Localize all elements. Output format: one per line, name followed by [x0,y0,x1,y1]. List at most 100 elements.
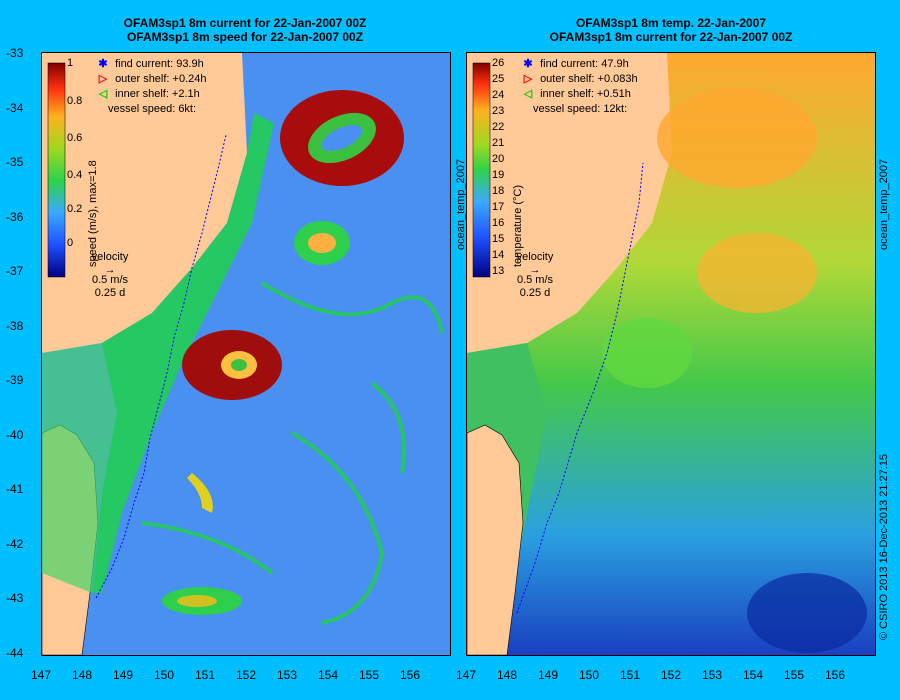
colorbar-tick: 0.8 [67,95,83,107]
legend-outer-shelf: outer shelf: +0.24h [115,73,207,85]
legend-vessel-speed: vessel speed: 12kt: [533,103,628,115]
temperature-map-panel[interactable]: 26 25 24 23 22 21 20 19 18 17 16 15 14 1… [466,52,876,656]
x-tick: 148 [71,668,93,682]
x-tick: 155 [783,668,805,682]
temperature-colorbar [472,62,491,278]
y-tick: -43 [6,591,24,605]
colorbar-tick: 18 [492,185,505,197]
colorbar-tick: 26 [492,57,505,69]
legend-find-current: find current: 47.9h [540,58,629,70]
bass-strait-current [42,343,117,593]
velocity-duration: 0.25 d [519,287,551,299]
colorbar-tick: 24 [492,89,505,101]
x-tick: 149 [112,668,134,682]
y-tick: -40 [6,428,24,442]
left-title-line2: OFAM3sp1 8m speed for 22-Jan-2007 00Z [126,30,364,44]
velocity-speed: 0.5 m/s [516,274,554,286]
outer-shelf-icon: ▷ [98,73,108,85]
outer-shelf-icon: ▷ [523,73,533,85]
colorbar-tick: 0.6 [67,132,83,144]
speed-colorbar [47,62,66,278]
x-tick: 150 [153,668,175,682]
colorbar-tick: 1 [67,57,74,69]
velocity-speed: 0.5 m/s [91,274,129,286]
warm-eddy-central [697,233,817,313]
legend-vessel-speed: vessel speed: 6kt: [108,103,197,115]
y-tick: -39 [6,373,24,387]
right-title-line2: OFAM3sp1 8m current for 22-Jan-2007 00Z [549,30,793,44]
x-tick: 155 [358,668,380,682]
inner-shelf-icon: ◁ [98,88,108,100]
legend-inner-shelf: inner shelf: +2.1h [115,88,200,100]
ship-track [95,134,227,599]
x-tick: 154 [742,668,764,682]
velocity-label: velocity [516,251,554,263]
y-tick: -33 [6,46,24,60]
y-tick: -41 [6,482,24,496]
find-current-icon: ✱ [523,58,533,70]
colorbar-tick: 14 [492,249,505,261]
colorbar-tick: 23 [492,105,505,117]
inner-shelf-icon: ◁ [523,88,533,100]
x-tick: 147 [30,668,52,682]
legend-find-current: find current: 93.9h [115,58,204,70]
x-tick: 153 [701,668,723,682]
y-tick: -42 [6,537,24,551]
temperature-map [467,53,875,655]
left-panel-title: OFAM3sp1 8m current for 22-Jan-2007 00Z … [40,16,450,44]
colorbar-tick: 20 [492,153,505,165]
colorbar-tick: 0.2 [67,203,83,215]
right-title-line1: OFAM3sp1 8m temp. 22-Jan-2007 [575,16,767,30]
velocity-label: velocity [91,251,129,263]
copyright: © CSIRO 2013 16-Dec-2013 21:27:15 [878,453,890,640]
y-tick: -44 [6,646,24,660]
x-tick: 150 [578,668,600,682]
x-tick: 148 [496,668,518,682]
colorbar-tick: 16 [492,217,505,229]
x-tick: 154 [317,668,339,682]
colorbar-tick: 0 [67,237,74,249]
colorbar-tick: 15 [492,233,505,245]
speed-map-panel[interactable]: 1 0.8 0.6 0.4 0.2 0 speed (m/s), max=1.8… [41,52,451,656]
warm-eddy-north [657,88,817,188]
x-tick: 147 [455,668,477,682]
colorbar-tick: 0.4 [67,169,83,181]
x-tick: 156 [824,668,846,682]
y-tick: -35 [6,155,24,169]
y-tick: -34 [6,101,24,115]
velocity-duration: 0.25 d [94,287,126,299]
colorbar-tick: 19 [492,169,505,181]
colorbar-tick: 21 [492,137,505,149]
x-tick: 152 [660,668,682,682]
left-side-label: ocean_temp_2007 [455,158,467,250]
x-tick: 156 [399,668,421,682]
tasmania-land [467,424,524,655]
legend-inner-shelf: inner shelf: +0.51h [540,88,631,100]
legend: ✱ find current: 93.9h ▷ outer shelf: +0.… [94,57,207,117]
x-tick: 151 [619,668,641,682]
x-tick: 151 [194,668,216,682]
find-current-icon: ✱ [98,58,108,70]
filament [187,473,213,513]
left-title-line1: OFAM3sp1 8m current for 22-Jan-2007 00Z [123,16,367,30]
legend: ✱ find current: 47.9h ▷ outer shelf: +0.… [519,57,638,117]
shelf-current [92,113,274,593]
cool-eddy [602,318,692,388]
right-panel-title: OFAM3sp1 8m temp. 22-Jan-2007 OFAM3sp1 8… [466,16,876,44]
colorbar-tick: 22 [492,121,505,133]
cold-water-south [747,573,867,653]
y-tick: -38 [6,319,24,333]
x-tick: 152 [235,668,257,682]
x-tick: 153 [276,668,298,682]
velocity-key: velocity → 0.5 m/s 0.25 d [80,251,140,300]
velocity-key: velocity → 0.5 m/s 0.25 d [505,251,565,300]
colorbar-tick: 25 [492,73,505,85]
colorbar-tick: 13 [492,265,505,277]
x-tick: 149 [537,668,559,682]
y-tick: -37 [6,264,24,278]
legend-outer-shelf: outer shelf: +0.083h [540,73,638,85]
y-tick: -36 [6,210,24,224]
speed-map [42,53,450,655]
right-side-label: ocean_temp_2007 [878,158,890,250]
colorbar-tick: 17 [492,201,505,213]
